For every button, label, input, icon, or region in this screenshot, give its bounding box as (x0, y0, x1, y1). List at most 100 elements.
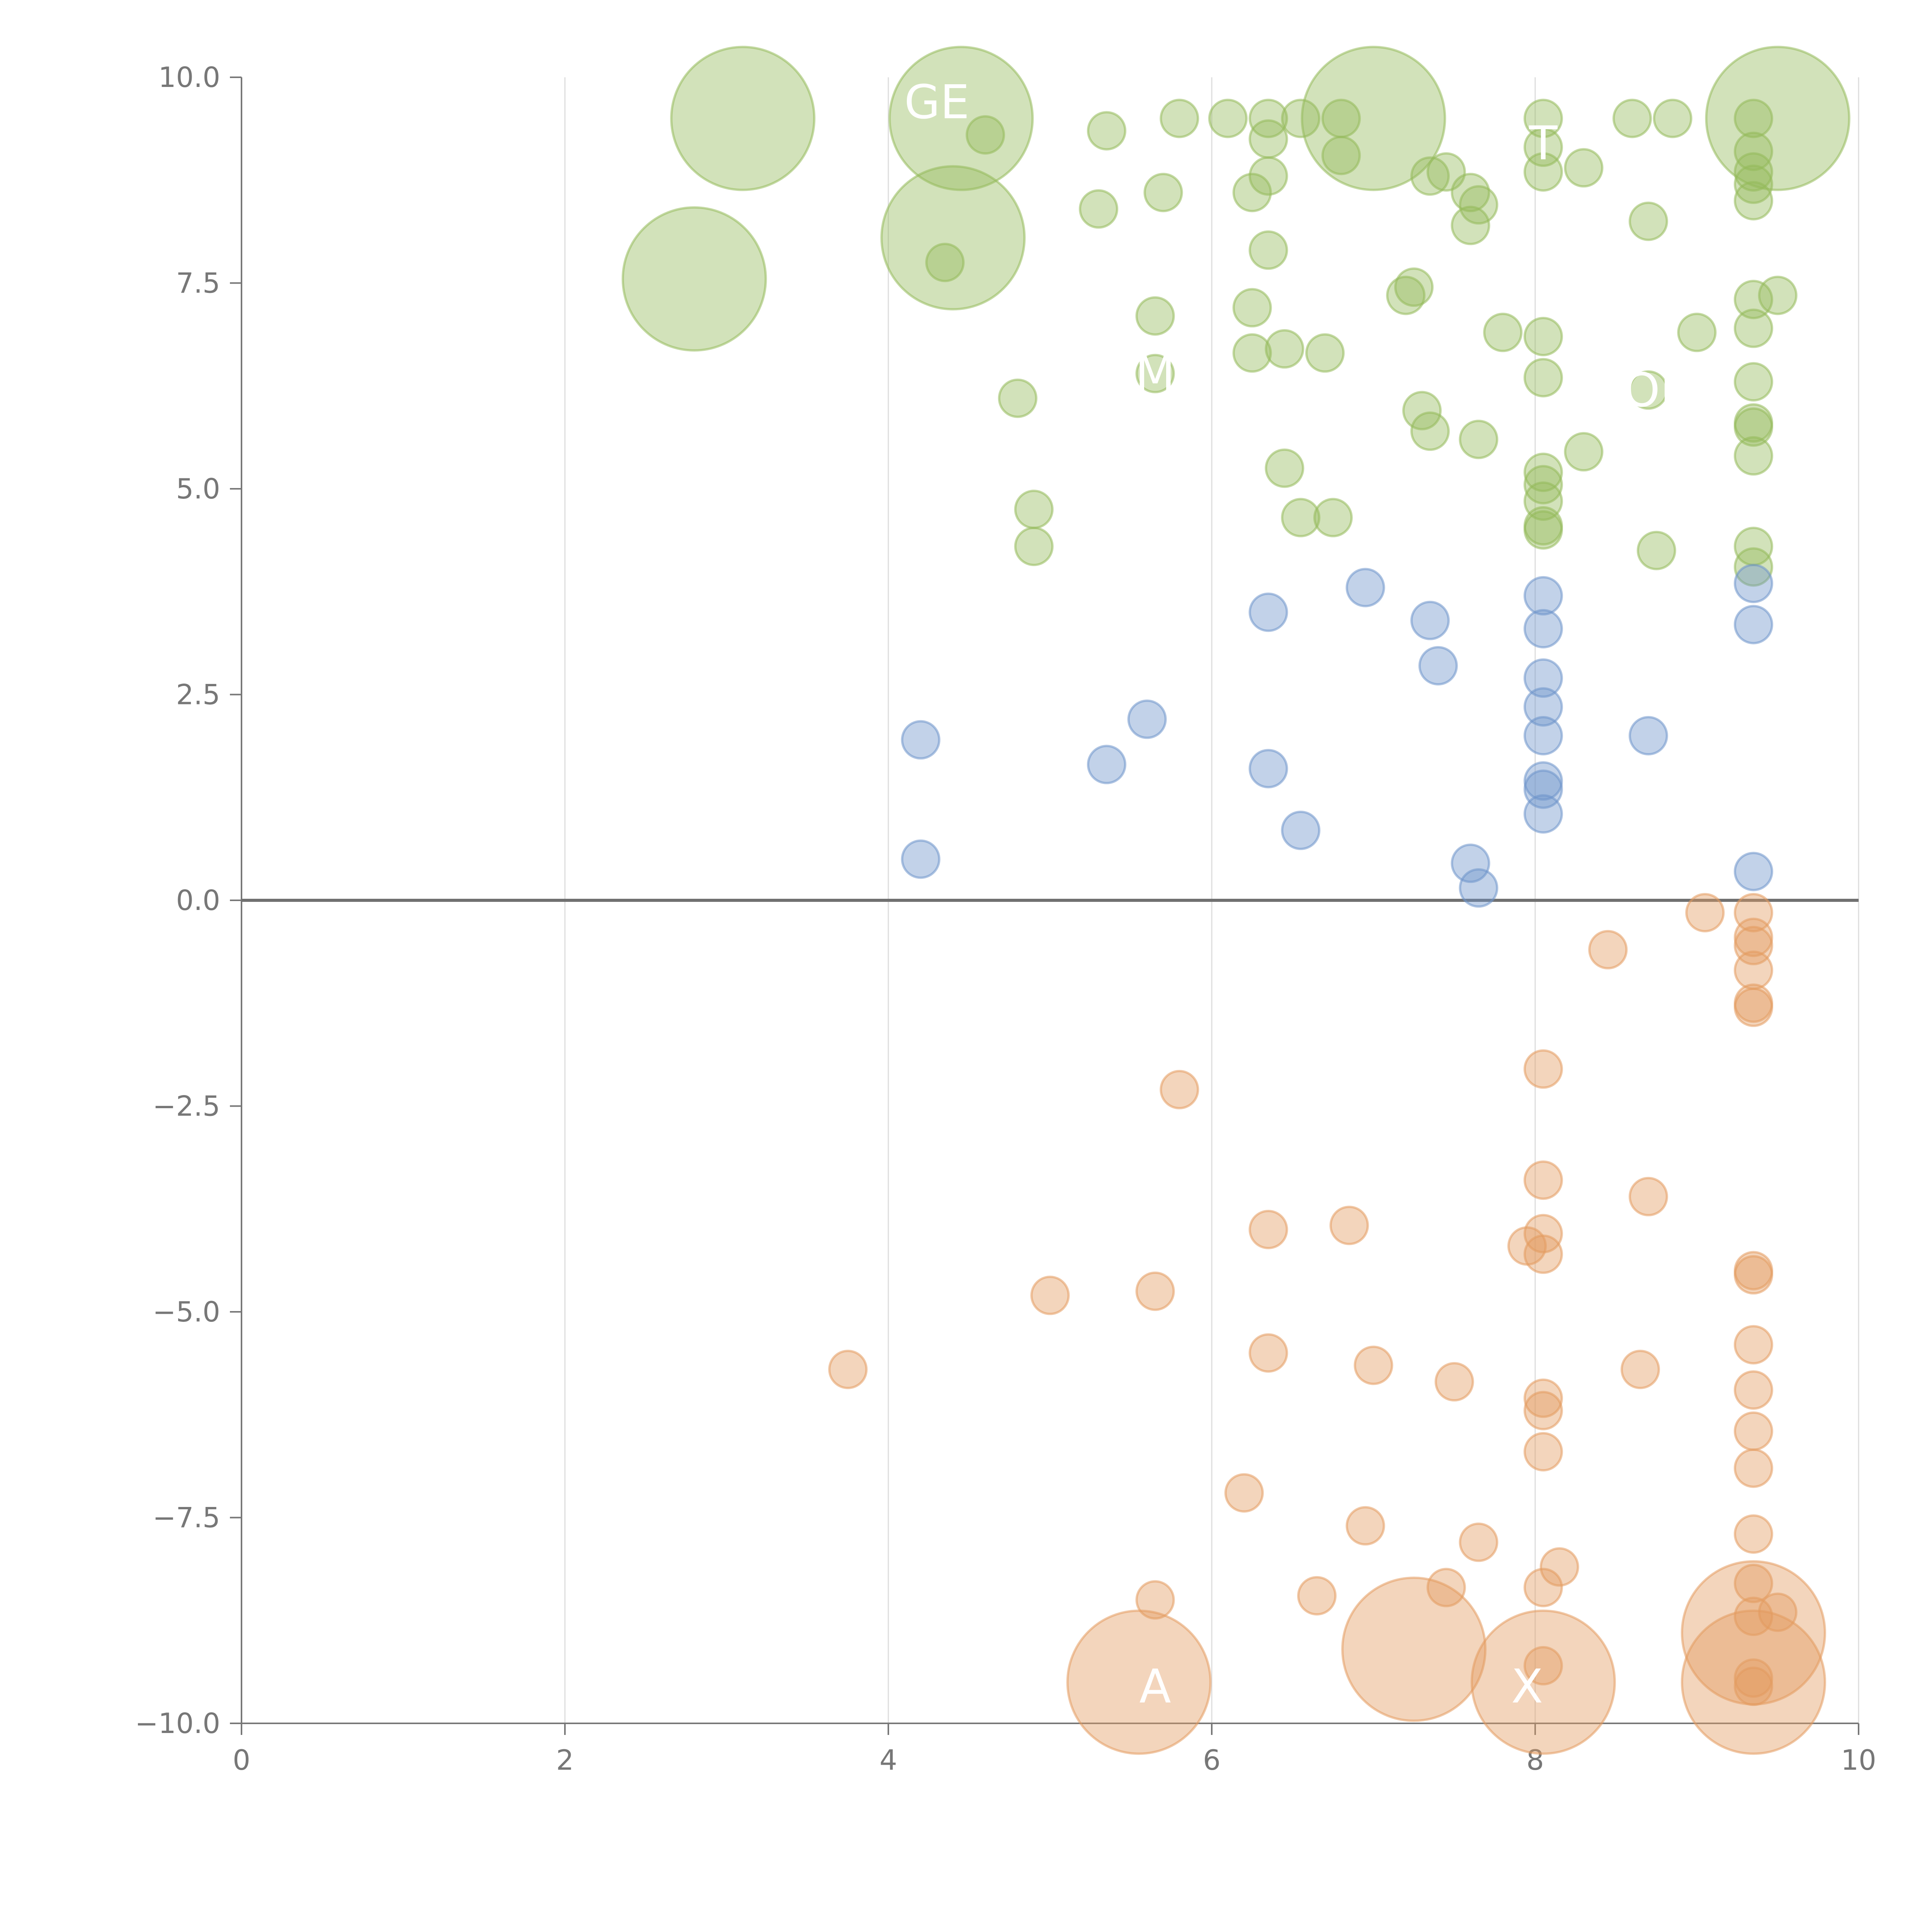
green-bubble (1523, 152, 1563, 192)
green-bubble (1265, 448, 1304, 488)
green-bubble (1733, 181, 1773, 221)
green-bubble (1281, 498, 1321, 537)
orange-bubble (1354, 1345, 1393, 1385)
orange-bubble (1066, 1609, 1212, 1755)
orange-bubble (1523, 1049, 1563, 1089)
green-bubble (1636, 531, 1676, 570)
blue-bubble (1523, 761, 1563, 801)
green-bubble (1758, 276, 1798, 315)
green-bubble (998, 378, 1037, 418)
green-bubble (1402, 391, 1442, 430)
blue-bubble (901, 720, 940, 760)
orange-bubble (1248, 1333, 1288, 1373)
orange-bubble (1329, 1206, 1369, 1245)
green-bubble (1232, 288, 1272, 328)
orange-bubble (1507, 1226, 1547, 1266)
bubble-annotation: M (1135, 347, 1175, 401)
orange-bubble (1733, 1658, 1773, 1698)
green-bubble (1265, 329, 1304, 369)
orange-bubble (828, 1350, 868, 1389)
green-bubble (1733, 362, 1773, 402)
green-bubble (1135, 296, 1175, 336)
green-bubble (1733, 308, 1773, 348)
green-bubble (1305, 333, 1345, 373)
y-tick-label: −2.5 (153, 1090, 220, 1122)
bubble-labels: GE T M OE A X (904, 76, 1689, 1714)
orange-bubble (1523, 1646, 1563, 1685)
blue-bubble (1345, 568, 1385, 607)
green-bubble (1143, 173, 1183, 213)
orange-bubble (1224, 1473, 1264, 1513)
green-bubble (1523, 452, 1563, 492)
green-bubble (1248, 230, 1288, 270)
orange-bubble (1733, 1325, 1773, 1365)
green-bubble (1628, 201, 1668, 241)
green-bubble (880, 165, 1026, 311)
x-tick-label: 4 (879, 1744, 897, 1776)
green-bubble (1733, 99, 1773, 138)
green-bubble (1321, 136, 1361, 175)
orange-bubble (1733, 1597, 1773, 1636)
blue-bubble (1733, 852, 1773, 891)
orange-bubble (1733, 987, 1773, 1027)
orange-bubble (1345, 1506, 1385, 1546)
green-bubble (1410, 156, 1450, 196)
y-tick-label: 2.5 (176, 679, 220, 711)
orange-bubble (1588, 930, 1628, 969)
blue-bubble (1281, 810, 1321, 850)
blue-bubble (1523, 687, 1563, 727)
green-bubble (1523, 99, 1563, 138)
orange-bubble (1733, 1411, 1773, 1451)
blue-bubble (1628, 716, 1668, 755)
orange-bubble (1434, 1362, 1474, 1402)
orange-bubble (1523, 1391, 1563, 1430)
green-bubble (1733, 280, 1773, 320)
green-bubble (1628, 370, 1668, 410)
orange-bubble (1733, 1448, 1773, 1488)
green-bubble (1705, 46, 1850, 191)
green-bubble (1564, 432, 1604, 472)
orange-bubble (1030, 1276, 1070, 1315)
bubble-annotation: OE (1624, 364, 1689, 417)
green-bubble (1564, 148, 1604, 188)
green-bubble (1281, 99, 1321, 138)
green-bubble (1410, 411, 1450, 451)
orange-bubble (1733, 917, 1773, 957)
green-bubble (1733, 547, 1773, 587)
blue-bubble (1459, 868, 1498, 908)
orange-bubble (1685, 893, 1725, 932)
green-bubble (1733, 131, 1773, 171)
green-bubble (1523, 358, 1563, 398)
x-tick-label: 2 (556, 1744, 574, 1776)
green-bubble (1313, 498, 1353, 537)
green-bubble (1232, 173, 1272, 213)
x-tick-label: 8 (1526, 1744, 1544, 1776)
orange-bubble (1523, 1214, 1563, 1253)
green-bubble (1523, 465, 1563, 505)
blue-bubble (1523, 609, 1563, 649)
orange-bubble (1248, 1210, 1288, 1249)
bubble-annotation: X (1511, 1660, 1543, 1714)
blue-bubble (1418, 646, 1458, 685)
green-bubble (1459, 185, 1498, 225)
orange-bubble (1135, 1271, 1175, 1311)
green-bubble (1014, 490, 1054, 529)
blue-bubble (1733, 605, 1773, 645)
orange-bubble (1470, 1609, 1616, 1755)
orange-bubble (1523, 1432, 1563, 1472)
y-tick-label: 0.0 (176, 884, 220, 917)
bubble-annotation: A (1139, 1660, 1171, 1714)
bubble-series (621, 46, 1850, 1755)
y-tick-label: 10.0 (158, 61, 220, 94)
green-bubble (966, 115, 1005, 155)
green-bubble (888, 46, 1034, 191)
orange-bubble (1733, 1514, 1773, 1554)
green-bubble (1248, 156, 1288, 196)
y-tick-label: 7.5 (176, 267, 220, 299)
green-bubble (1232, 333, 1272, 373)
orange-bubble (1523, 1160, 1563, 1200)
orange-bubble (1523, 1568, 1563, 1607)
orange-bubble (1733, 951, 1773, 990)
y-tick-label: 5.0 (176, 473, 220, 505)
